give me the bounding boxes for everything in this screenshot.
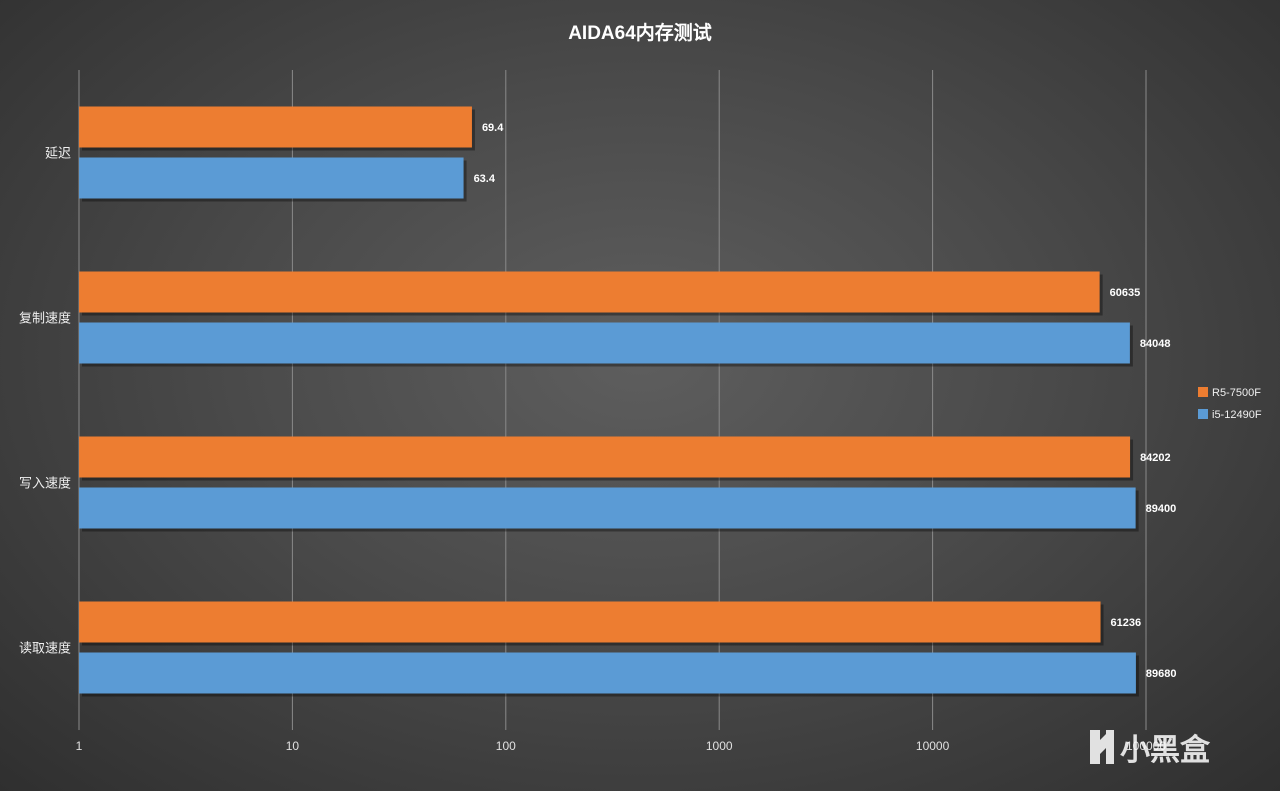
data-labels: 69.4 63.4 60635 84048 84202 89400 61236 89680 bbox=[474, 122, 1177, 680]
data-label: 60635 bbox=[1110, 287, 1141, 299]
data-label: 89680 bbox=[1146, 668, 1177, 680]
category-label: 复制速度 bbox=[19, 311, 71, 326]
bar bbox=[79, 487, 1136, 529]
watermark: 小黑盒 bbox=[1090, 730, 1211, 767]
legend-label: R5-7500F bbox=[1212, 387, 1261, 399]
chart-title: AIDA64内存测试 bbox=[568, 21, 712, 44]
x-tick-label: 10 bbox=[286, 739, 300, 753]
x-tick-label: 10000 bbox=[916, 739, 950, 753]
x-tick-label: 1 bbox=[76, 739, 83, 753]
bar bbox=[79, 271, 1100, 313]
watermark-text: 小黑盒 bbox=[1120, 733, 1211, 767]
x-tick-label: 1000 bbox=[706, 739, 733, 753]
bar bbox=[79, 157, 464, 199]
x-tick-labels: 1 10 100 1000 10000 100000 bbox=[76, 739, 1167, 753]
bars bbox=[79, 106, 1139, 697]
bar bbox=[79, 106, 472, 148]
category-label: 读取速度 bbox=[19, 641, 71, 656]
legend-swatch bbox=[1198, 387, 1208, 397]
bar bbox=[79, 322, 1130, 364]
data-label: 84048 bbox=[1140, 338, 1171, 350]
data-label: 89400 bbox=[1146, 503, 1177, 515]
legend: R5-7500F i5-12490F bbox=[1198, 387, 1262, 421]
legend-swatch bbox=[1198, 409, 1208, 419]
x-tick-label: 100 bbox=[496, 739, 516, 753]
category-label: 写入速度 bbox=[19, 476, 71, 491]
data-label: 63.4 bbox=[474, 173, 496, 185]
x-tick-label: 100000 bbox=[1126, 739, 1166, 753]
data-label: 69.4 bbox=[482, 122, 504, 134]
legend-label: i5-12490F bbox=[1212, 409, 1262, 421]
bar bbox=[79, 652, 1136, 694]
bar bbox=[79, 601, 1101, 643]
bar bbox=[79, 436, 1131, 478]
data-label: 61236 bbox=[1111, 617, 1142, 629]
heybox-logo-icon bbox=[1090, 730, 1114, 764]
category-label: 延迟 bbox=[45, 146, 71, 161]
data-label: 84202 bbox=[1140, 452, 1171, 464]
